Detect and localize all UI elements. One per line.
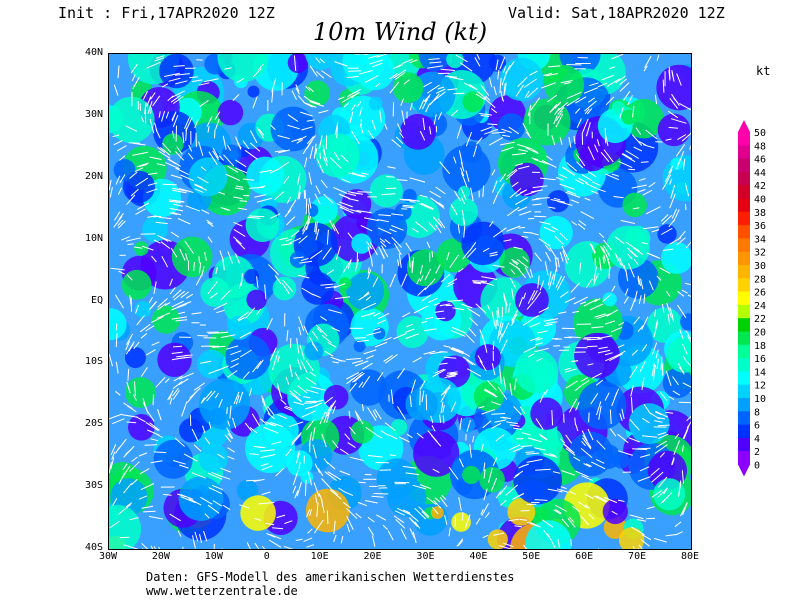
legend-tick-label: 20	[754, 328, 766, 339]
legend-tick-label: 6	[754, 421, 760, 432]
legend-swatch	[738, 398, 750, 412]
lat-label: 20S	[84, 418, 103, 430]
wind-field-image	[109, 54, 691, 549]
lat-label: 10S	[84, 356, 103, 368]
lat-label: 40S	[84, 542, 103, 553]
data-source: Daten: GFS-Modell des amerikanischen Wet…	[146, 570, 515, 584]
lat-label: 10N	[84, 232, 103, 244]
legend-tick-label: 12	[754, 381, 766, 392]
legend-swatch	[738, 291, 750, 306]
legend-swatch	[738, 278, 750, 293]
legend-tick-label: 8	[754, 407, 760, 418]
legend-tick-label: 2	[754, 447, 760, 458]
lon-label: 20E	[363, 551, 382, 562]
legend-swatch	[738, 185, 750, 199]
legend-tick-label: 0	[754, 461, 760, 472]
legend-swatch	[738, 384, 750, 399]
legend-tick-label: 34	[754, 234, 766, 245]
website-url: www.wetterzentrale.de	[146, 584, 298, 598]
legend-swatch	[738, 251, 750, 266]
legend-tick-label: 42	[754, 181, 766, 192]
legend-tick-label: 30	[754, 261, 766, 272]
init-time: Init : Fri,17APR2020 12Z	[58, 4, 275, 22]
lon-label: 50E	[522, 551, 541, 562]
legend-tick-label: 16	[754, 354, 766, 365]
legend-swatch	[738, 424, 750, 439]
legend-swatch	[738, 238, 750, 253]
legend-tick-label: 40	[754, 195, 766, 206]
legend-tick-label: 32	[754, 248, 766, 259]
legend-tick-label: 46	[754, 155, 766, 166]
legend-tick-label: 38	[754, 208, 766, 219]
legend-swatch	[738, 158, 750, 173]
legend-swatch	[738, 437, 750, 452]
legend-tick-label: 4	[754, 434, 760, 445]
legend-tick-label: 36	[754, 221, 766, 232]
legend-unit: kt	[756, 64, 771, 78]
legend-tick-label: 44	[754, 168, 766, 179]
lat-label: 20N	[84, 170, 103, 182]
lon-label: 40E	[469, 551, 488, 562]
legend-swatch	[738, 171, 750, 186]
legend-swatch	[738, 358, 750, 372]
legend-tick-label: 18	[754, 341, 766, 352]
legend-swatch	[738, 265, 750, 279]
legend-bottom-arrow	[738, 464, 750, 477]
legend-swatch	[738, 211, 750, 226]
chart-title: 10m Wind (kt)	[312, 18, 488, 46]
legend-tick-label: 50	[754, 128, 766, 139]
lat-label: 30S	[84, 480, 103, 492]
lon-label: 20W	[151, 551, 170, 562]
lon-label: 30W	[98, 551, 118, 562]
lon-label: 30E	[416, 551, 435, 562]
legend-tick-label: 10	[754, 394, 766, 405]
lon-label: 0	[263, 551, 270, 562]
legend-swatch	[738, 411, 750, 426]
color-legend: 50 48 46 44 42 40 38 36 34 32 30 28 26 24 22 20 18 16 14 12…	[730, 120, 800, 485]
legend-swatch	[738, 198, 750, 213]
legend-swatch	[738, 132, 750, 146]
wind-map	[108, 53, 692, 550]
legend-swatch	[738, 304, 750, 319]
legend-tick-label: 28	[754, 274, 766, 285]
legend-tick-label: 24	[754, 301, 766, 312]
legend-tick-label: 14	[754, 367, 766, 378]
lon-label: 60E	[575, 551, 594, 562]
lon-label: 80E	[680, 551, 700, 562]
legend-tick-label: 22	[754, 314, 766, 325]
lon-label: 10W	[204, 551, 223, 562]
legend-tick-label: 26	[754, 288, 766, 299]
lat-label: 40N	[84, 47, 103, 58]
valid-time: Valid: Sat,18APR2020 12Z	[508, 4, 725, 22]
legend-swatch	[738, 145, 750, 160]
lon-label: 10E	[310, 551, 329, 562]
legend-swatch	[738, 331, 750, 346]
lat-label: 30N	[84, 108, 103, 120]
legend-swatch	[738, 371, 750, 386]
lon-label: 70E	[628, 551, 647, 562]
legend-tick-label: 48	[754, 141, 766, 152]
legend-top-arrow	[738, 120, 750, 132]
legend-swatch	[738, 225, 750, 239]
legend-swatch	[738, 451, 750, 465]
lat-label: EQ	[90, 294, 103, 306]
legend-swatch	[738, 318, 750, 332]
legend-swatch	[738, 344, 750, 359]
